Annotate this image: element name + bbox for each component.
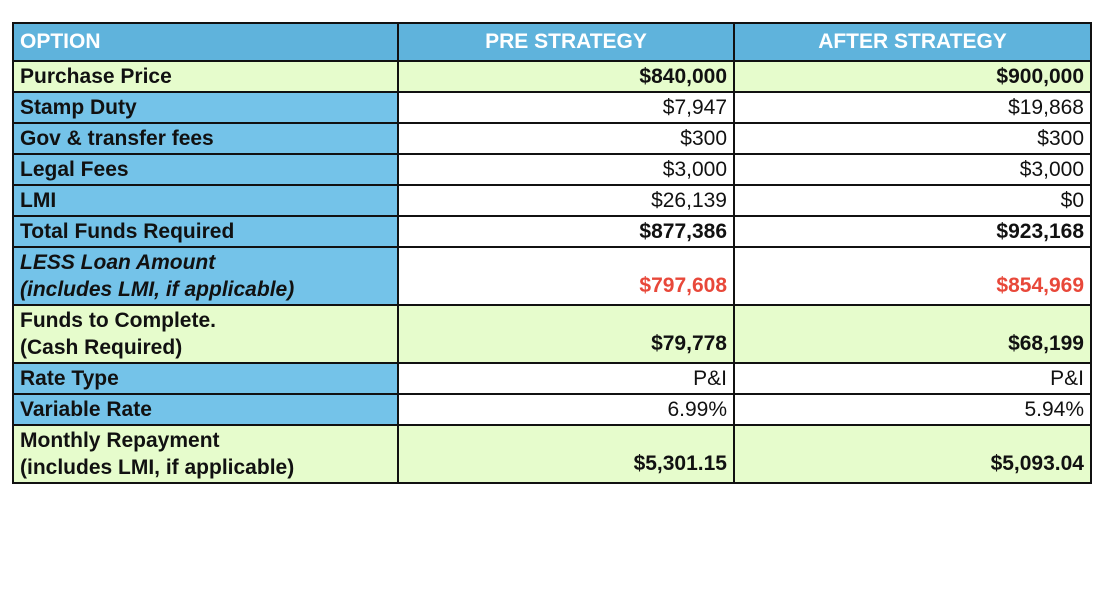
row-funds-to-complete: Funds to Complete. (Cash Required) $79,77…: [12, 304, 1092, 364]
row-label: LESS Loan Amount (includes LMI, if applic…: [12, 246, 399, 306]
row-label: LMI: [12, 184, 399, 217]
header-pre-strategy: PRE STRATEGY: [397, 22, 735, 62]
pre-value: $5,301.15: [397, 424, 735, 484]
after-value: $923,168: [733, 215, 1092, 248]
row-label: Funds to Complete. (Cash Required): [12, 304, 399, 364]
row-label-line1: Monthly Repayment: [20, 429, 220, 452]
row-label-line1: Funds to Complete.: [20, 309, 216, 332]
pre-value: $3,000: [397, 153, 735, 186]
after-value: $68,199: [733, 304, 1092, 364]
row-rate-type: Rate Type P&I P&I: [12, 362, 1092, 395]
pre-value: $7,947: [397, 91, 735, 124]
row-label-line2: (includes LMI, if applicable): [20, 456, 295, 479]
row-purchase-price: Purchase Price $840,000 $900,000: [12, 60, 1092, 93]
row-label-line2: (includes LMI, if applicable): [20, 278, 295, 301]
row-label-line1: LESS Loan Amount: [20, 251, 216, 274]
strategy-comparison-table: OPTION PRE STRATEGY AFTER STRATEGY Purch…: [12, 22, 1092, 484]
row-gov-transfer-fees: Gov & transfer fees $300 $300: [12, 122, 1092, 155]
row-label: Total Funds Required: [12, 215, 399, 248]
row-monthly-repayment: Monthly Repayment (includes LMI, if appli…: [12, 424, 1092, 484]
row-label: Variable Rate: [12, 393, 399, 426]
pre-value: $79,778: [397, 304, 735, 364]
after-value: $0: [733, 184, 1092, 217]
pre-value: $797,608: [397, 246, 735, 306]
row-total-funds-required: Total Funds Required $877,386 $923,168: [12, 215, 1092, 248]
row-label: Gov & transfer fees: [12, 122, 399, 155]
row-stamp-duty: Stamp Duty $7,947 $19,868: [12, 91, 1092, 124]
row-label: Stamp Duty: [12, 91, 399, 124]
after-value: 5.94%: [733, 393, 1092, 426]
pre-value: P&I: [397, 362, 735, 395]
row-lmi: LMI $26,139 $0: [12, 184, 1092, 217]
row-loan-amount: LESS Loan Amount (includes LMI, if applic…: [12, 246, 1092, 306]
pre-value: 6.99%: [397, 393, 735, 426]
after-value: P&I: [733, 362, 1092, 395]
row-variable-rate: Variable Rate 6.99% 5.94%: [12, 393, 1092, 426]
header-after-strategy: AFTER STRATEGY: [733, 22, 1092, 62]
pre-value: $300: [397, 122, 735, 155]
after-value: $19,868: [733, 91, 1092, 124]
row-label: Purchase Price: [12, 60, 399, 93]
after-value: $5,093.04: [733, 424, 1092, 484]
row-label: Rate Type: [12, 362, 399, 395]
row-label: Monthly Repayment (includes LMI, if appli…: [12, 424, 399, 484]
after-value: $900,000: [733, 60, 1092, 93]
pre-value: $877,386: [397, 215, 735, 248]
row-label: Legal Fees: [12, 153, 399, 186]
header-option: OPTION: [12, 22, 399, 62]
after-value: $3,000: [733, 153, 1092, 186]
pre-value: $840,000: [397, 60, 735, 93]
after-value: $854,969: [733, 246, 1092, 306]
header-row: OPTION PRE STRATEGY AFTER STRATEGY: [12, 22, 1092, 62]
row-label-line2: (Cash Required): [20, 336, 183, 359]
row-legal-fees: Legal Fees $3,000 $3,000: [12, 153, 1092, 186]
pre-value: $26,139: [397, 184, 735, 217]
after-value: $300: [733, 122, 1092, 155]
